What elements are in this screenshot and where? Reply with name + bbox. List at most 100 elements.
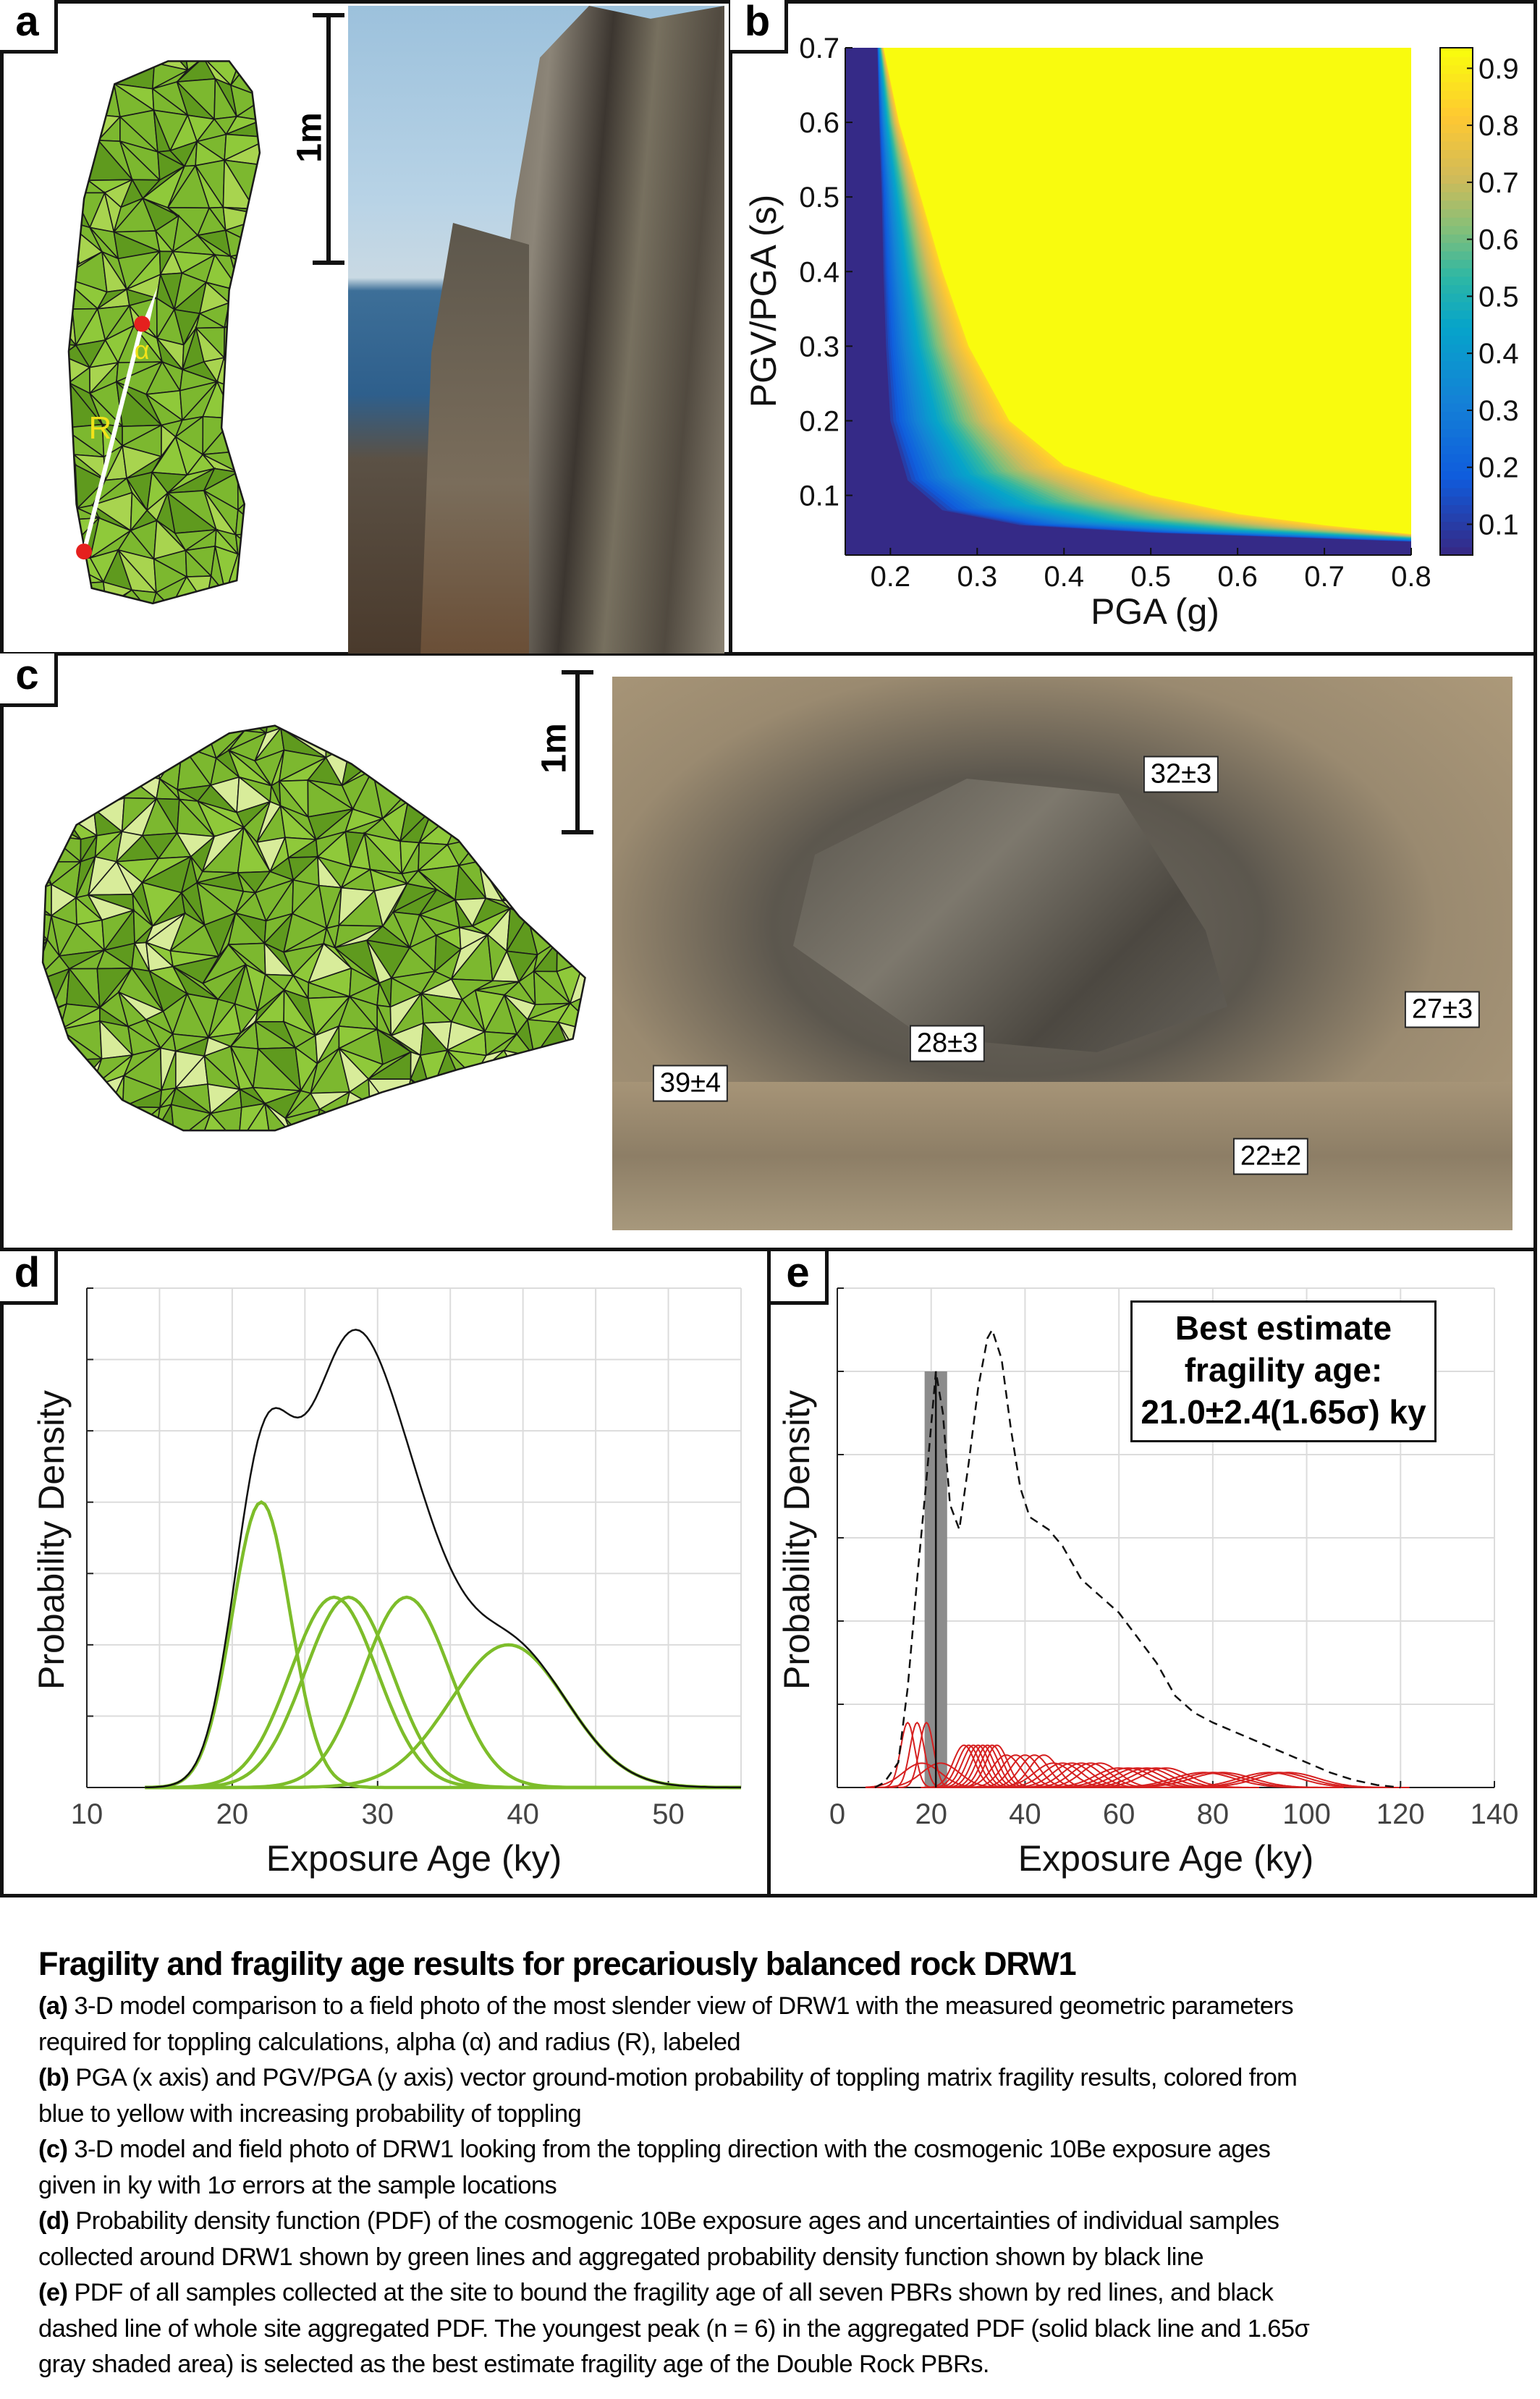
- colorbar-segment: [1440, 242, 1473, 252]
- x-axis-label: PGA (g): [1091, 591, 1219, 632]
- x-tick-label: 0: [829, 1798, 845, 1830]
- panel-label-d: d: [0, 1251, 58, 1305]
- x-tick-label: 20: [915, 1798, 947, 1830]
- colorbar-segment: [1440, 157, 1473, 167]
- x-tick-label: 0.7: [1304, 561, 1345, 593]
- colorbar-segment: [1440, 326, 1473, 337]
- aggregate-pdf-curve: [145, 1329, 741, 1789]
- x-tick-label: 0.5: [1130, 561, 1171, 593]
- caption-line: (d) Probability density function (PDF) o…: [38, 2204, 1279, 2240]
- colorbar-segment: [1440, 124, 1473, 133]
- colorbar-segment: [1440, 310, 1473, 319]
- caption-line: given in ky with 1σ errors at the sample…: [38, 2168, 557, 2204]
- caption-line: (c) 3-D model and field photo of DRW1 lo…: [38, 2132, 1271, 2168]
- caption-item-text: 3-D model and field photo of DRW1 lookin…: [74, 2136, 1271, 2163]
- x-tick-label: 40: [1009, 1798, 1041, 1830]
- x-tick-label: 80: [1197, 1798, 1230, 1830]
- pivot-dot: [76, 543, 93, 560]
- x-tick-label: 0.2: [871, 561, 911, 593]
- caption-item-text: collected around DRW1 shown by green lin…: [38, 2243, 1204, 2271]
- x-tick-label: 140: [1471, 1798, 1519, 1830]
- sample-pdf-curve: [1100, 1772, 1344, 1788]
- colorbar-segment: [1440, 73, 1473, 82]
- colorbar-segment: [1440, 276, 1473, 286]
- colorbar-tick-label: 0.9: [1478, 53, 1519, 85]
- sample-age-label: 32±3: [1143, 756, 1219, 793]
- colorbar-segment: [1440, 512, 1473, 522]
- sample-pdf-curve: [930, 1744, 1017, 1788]
- caption-line: (b) PGA (x axis) and PGV/PGA (y axis) ve…: [38, 2060, 1298, 2097]
- caption-item-text: PDF of all samples collected at the site…: [74, 2279, 1274, 2306]
- colorbar-segment: [1440, 301, 1473, 311]
- colorbar-segment: [1440, 115, 1473, 125]
- colorbar-segment: [1440, 428, 1473, 438]
- x-tick-label: 60: [1103, 1798, 1135, 1830]
- x-tick-label: 10: [71, 1798, 103, 1830]
- panel-label-c: c: [0, 653, 58, 707]
- colorbar-segment: [1440, 166, 1473, 176]
- colorbar-tick-label: 0.4: [1478, 338, 1519, 370]
- colorbar-segment: [1440, 250, 1473, 261]
- x-tick-label: 0.4: [1044, 561, 1084, 593]
- colorbar-segment: [1440, 478, 1473, 488]
- colorbar-segment: [1440, 377, 1473, 387]
- colorbar-segment: [1440, 81, 1473, 91]
- colorbar-segment: [1440, 343, 1473, 353]
- colorbar-segment: [1440, 140, 1473, 151]
- y-tick-label: 0.1: [799, 481, 839, 512]
- colorbar-segment: [1440, 149, 1473, 158]
- best-estimate-value: 21.0±2.4(1.65σ) ky: [1141, 1393, 1426, 1431]
- mesh-triangle: [569, 994, 585, 1034]
- colorbar-segment: [1440, 292, 1473, 302]
- colorbar-segment: [1440, 368, 1473, 378]
- colorbar-segment: [1440, 90, 1473, 100]
- panel-label-e: e: [771, 1251, 829, 1305]
- x-tick-label: 120: [1376, 1798, 1425, 1830]
- radius-label: R: [88, 410, 111, 446]
- best-estimate-line: Best estimate: [1175, 1309, 1392, 1347]
- panel-label-b: b: [730, 0, 788, 54]
- colorbar-segment: [1440, 267, 1473, 277]
- colorbar-frame: [1439, 47, 1473, 556]
- sample-age-label: 22±2: [1232, 1138, 1309, 1175]
- colorbar-tick-label: 0.5: [1478, 281, 1519, 313]
- colorbar-segment: [1440, 174, 1473, 184]
- colorbar-segment: [1440, 191, 1473, 201]
- alpha-label: α: [135, 335, 150, 365]
- colorbar-segment: [1440, 470, 1473, 480]
- y-tick-label: 0.4: [799, 256, 839, 288]
- colorbar-segment: [1440, 462, 1473, 472]
- colorbar-segment: [1440, 521, 1473, 530]
- sample-age-label: 39±4: [652, 1065, 729, 1102]
- colorbar-segment: [1440, 48, 1473, 57]
- colorbar-segment: [1440, 487, 1473, 497]
- colorbar-tick-label: 0.1: [1478, 509, 1519, 541]
- colorbar-segment: [1440, 453, 1473, 463]
- caption-item-text: given in ky with 1σ errors at the sample…: [38, 2171, 557, 2199]
- x-tick-label: 0.3: [957, 561, 998, 593]
- colorbar-segment: [1440, 225, 1473, 235]
- colorbar-segment: [1440, 98, 1473, 108]
- best-estimate-line: fragility age:: [1184, 1351, 1383, 1389]
- colorbar-tick-label: 0.3: [1478, 395, 1519, 427]
- colorbar-segment: [1440, 208, 1473, 218]
- colorbar-segment: [1440, 284, 1473, 294]
- colorbar-segment: [1440, 335, 1473, 344]
- mesh-outline: [67, 60, 261, 605]
- radius-line: [82, 323, 145, 552]
- caption-title: Fragility and fragility age results for …: [38, 1945, 1077, 1982]
- x-axis-label: Exposure Age (ky): [266, 1838, 562, 1879]
- y-tick-label: 0.3: [799, 331, 839, 363]
- y-tick-label: 0.5: [799, 182, 839, 213]
- x-tick-label: 100: [1282, 1798, 1331, 1830]
- colorbar-segment: [1440, 386, 1473, 396]
- caption-item-label: (d): [38, 2207, 76, 2235]
- field-photo-c: [612, 677, 1512, 1230]
- colorbar-segment: [1440, 56, 1473, 66]
- colorbar-segment: [1440, 394, 1473, 404]
- colorbar-segment: [1440, 445, 1473, 454]
- caption-line: required for toppling calculations, alph…: [38, 2025, 741, 2061]
- colorbar-segment: [1440, 360, 1473, 370]
